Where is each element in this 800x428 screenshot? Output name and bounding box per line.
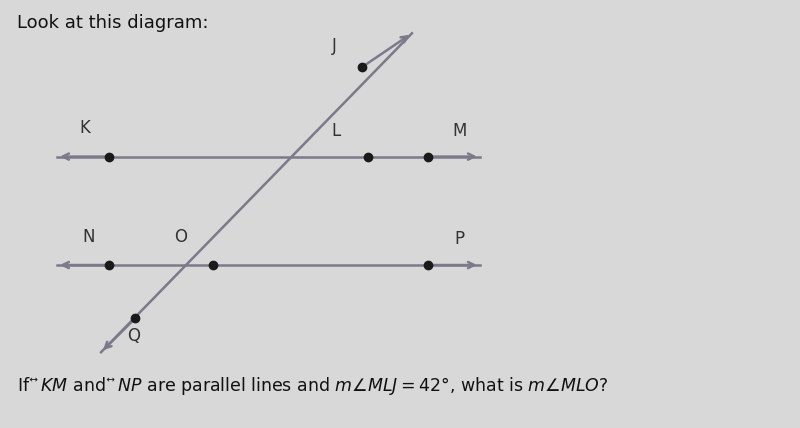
Text: P: P [454, 230, 465, 248]
Text: Q: Q [127, 327, 140, 345]
Text: M: M [453, 122, 467, 140]
Text: O: O [174, 228, 187, 246]
Text: If $\overleftrightarrow{KM}$ and $\overleftrightarrow{NP}$ are parallel lines an: If $\overleftrightarrow{KM}$ and $\overl… [18, 375, 609, 397]
Text: K: K [80, 119, 90, 137]
Text: Look at this diagram:: Look at this diagram: [18, 14, 209, 32]
Text: J: J [331, 36, 336, 54]
Text: L: L [331, 122, 341, 140]
Text: N: N [83, 228, 95, 246]
